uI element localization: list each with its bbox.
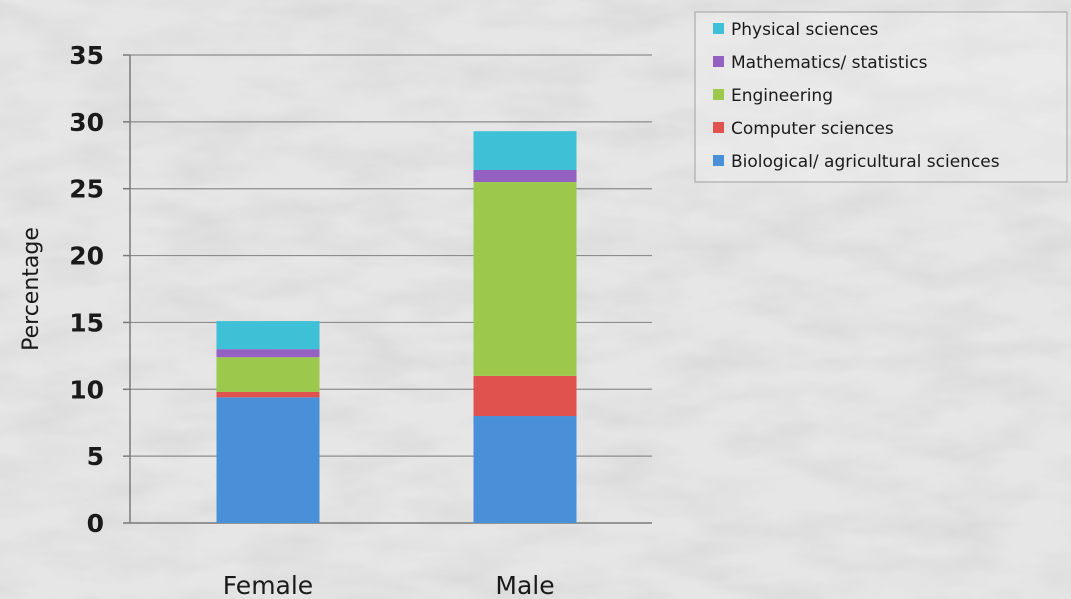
legend-label: Biological/ agricultural sciences bbox=[731, 152, 1000, 172]
bar-segment bbox=[473, 182, 577, 376]
legend-box bbox=[694, 11, 1068, 183]
legend-label: Engineering bbox=[731, 86, 833, 106]
bar-segment bbox=[216, 349, 320, 358]
x-category-labels: Female Male bbox=[223, 571, 555, 599]
y-tick-label: 35 bbox=[69, 41, 104, 70]
bar-segment bbox=[216, 321, 320, 350]
legend-swatch bbox=[713, 155, 724, 166]
y-tick-label: 0 bbox=[87, 509, 104, 538]
bar-segment bbox=[473, 131, 577, 170]
bar-segment bbox=[473, 416, 577, 523]
bar-segment bbox=[216, 391, 320, 398]
bars bbox=[216, 131, 577, 523]
x-category-label: Female bbox=[223, 571, 313, 599]
y-axis-label: Percentage bbox=[19, 227, 44, 351]
legend-swatch bbox=[713, 122, 724, 133]
legend-label: Mathematics/ statistics bbox=[731, 53, 928, 73]
y-tick-label: 20 bbox=[69, 242, 104, 271]
x-category-label: Male bbox=[495, 571, 554, 599]
bar-segment bbox=[473, 169, 577, 183]
legend-swatch bbox=[713, 23, 724, 34]
legend-swatch bbox=[713, 56, 724, 67]
legend: Physical sciences Mathematics/ statistics… bbox=[694, 11, 1068, 183]
y-tick-label: 10 bbox=[69, 375, 104, 404]
y-tick-label: 25 bbox=[69, 175, 104, 204]
legend-label: Computer sciences bbox=[731, 119, 894, 139]
bar-segment bbox=[216, 397, 320, 523]
legend-label: Physical sciences bbox=[731, 20, 879, 40]
legend-swatch bbox=[713, 89, 724, 100]
bar-segment bbox=[473, 375, 577, 417]
bar-segment bbox=[216, 357, 320, 392]
y-tick-label: 5 bbox=[87, 442, 104, 471]
y-tick-label: 30 bbox=[69, 108, 104, 137]
y-tick-label: 15 bbox=[69, 308, 104, 337]
y-tick-labels: 0 5 10 15 20 25 30 35 bbox=[69, 41, 104, 538]
